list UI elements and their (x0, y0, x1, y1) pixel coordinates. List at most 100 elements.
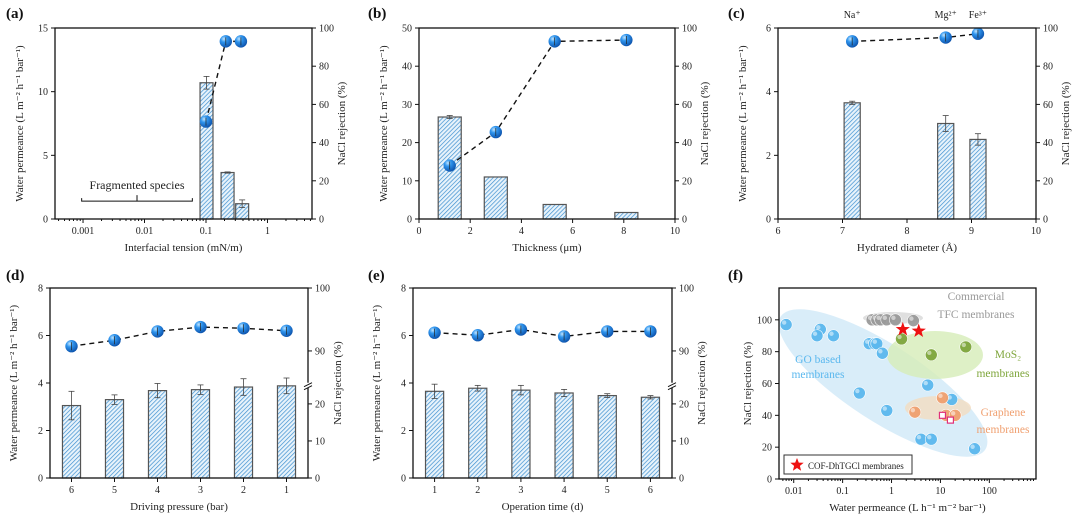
scatter-point-highlight (891, 315, 896, 321)
y2-tick-label: 0 (319, 215, 324, 226)
y2-tick-label: 40 (1043, 138, 1053, 149)
group-label: Graphene (981, 407, 1026, 419)
y-tick-label: 20 (402, 138, 412, 149)
y-tick-label: 100 (757, 315, 772, 326)
x-tick-label: 8 (905, 226, 910, 237)
scatter-point-highlight (882, 315, 887, 321)
scatter-point (810, 329, 824, 343)
x-tick-label: 1 (265, 226, 270, 237)
y-tick-label: 4 (401, 379, 406, 390)
x-tick-label: 0.1 (200, 226, 213, 237)
scatter-point-highlight (927, 350, 932, 356)
axis-break-mark (667, 382, 677, 388)
y2-tick-label: 80 (1043, 62, 1053, 73)
legend-star-icon (790, 458, 804, 471)
x-tick-label: 6 (776, 226, 781, 237)
x-tick-label: 7 (840, 226, 845, 237)
scatter-point (936, 391, 949, 405)
x-tick-label: 10 (670, 226, 680, 237)
y-tick-label: 4 (38, 379, 43, 390)
axis-break-mark (303, 385, 313, 391)
y-axis-label: Water permeance (L m⁻² h⁻¹ bar⁻¹) (371, 304, 383, 461)
axis-break-mark (667, 385, 677, 391)
y-axis-label: Water permeance (L m⁻² h⁻¹ bar⁻¹) (737, 45, 749, 202)
y2-tick-label: 100 (315, 284, 330, 295)
y2-tick-label: 40 (319, 138, 329, 149)
open-marker (938, 411, 947, 419)
x-tick-label: 1 (284, 485, 289, 496)
scatter-point-highlight (910, 407, 916, 413)
scatter-point-highlight (909, 316, 914, 321)
group-label: membranes (976, 424, 1030, 436)
bar (554, 392, 574, 479)
x-tick-label: 0.01 (136, 226, 154, 237)
y-tick-label: 0 (43, 215, 48, 226)
y2-tick-label: 10 (315, 436, 325, 447)
annotation-text: Fragmented species (90, 178, 185, 192)
x-tick-label: 0.001 (72, 226, 95, 237)
y2-tick-label: 20 (682, 176, 692, 187)
y2-tick-label: 20 (679, 399, 689, 410)
group-label: TFC membranes (938, 309, 1015, 321)
x-tick-label: 3 (518, 485, 523, 496)
x-tick-label: 0.01 (785, 486, 803, 497)
y-tick-label: 8 (401, 284, 406, 295)
panel-letter: (c) (728, 6, 745, 22)
scatter-point (853, 386, 866, 400)
bar (276, 385, 297, 479)
open-marker (946, 416, 955, 424)
scatter-point (907, 314, 920, 327)
y-tick-label: 30 (402, 100, 412, 111)
bar (468, 387, 488, 479)
y2-tick-label: 100 (682, 24, 697, 35)
y-axis-label: Water permeance (L m⁻² h⁻¹ bar⁻¹) (378, 45, 390, 202)
panel-letter: (a) (6, 6, 24, 22)
y-tick-label: 0 (766, 215, 771, 226)
bar (843, 102, 861, 220)
y-tick-label: 15 (38, 24, 48, 35)
x-tick-label: 6 (570, 226, 575, 237)
y2-tick-label: 20 (315, 399, 325, 410)
x-tick-label: 8 (621, 226, 626, 237)
scatter-point (921, 378, 935, 392)
y2-tick-label: 40 (682, 138, 692, 149)
scatter-point-highlight (897, 334, 902, 340)
y-tick-label: 80 (762, 347, 772, 358)
star-marker (911, 323, 926, 337)
bar (104, 399, 125, 479)
y2-tick-label: 100 (1043, 24, 1058, 35)
x-tick-label: 2 (468, 226, 473, 237)
y2-tick-label: 0 (682, 215, 687, 226)
y2-tick-label: 80 (682, 62, 692, 73)
bar (640, 396, 661, 479)
scatter-point (924, 348, 938, 362)
x-axis-label: Hydrated diameter (Å) (857, 242, 958, 254)
y-tick-label: 5 (43, 151, 48, 162)
y-tick-label: 60 (762, 379, 772, 390)
bar (597, 394, 617, 479)
legend-box (783, 454, 913, 475)
rejection-line (449, 39, 627, 167)
scatter-point-highlight (970, 444, 975, 449)
x-tick-label: 6 (648, 485, 653, 496)
plot-frame (54, 27, 313, 220)
x-tick-label: 100 (982, 486, 997, 497)
rejection-line (852, 33, 979, 43)
x-tick-label: 0.1 (836, 486, 849, 497)
y-tick-label: 40 (762, 411, 772, 422)
y-tick-label: 6 (766, 24, 771, 35)
y2-tick-label: 20 (1043, 176, 1053, 187)
scatter-point (779, 318, 793, 331)
scatter-point-highlight (865, 339, 870, 344)
scatter-point-highlight (916, 435, 922, 440)
x-axis-label: Operation time (d) (502, 501, 584, 513)
bar (937, 122, 955, 220)
group-label: membranes (791, 369, 845, 381)
x-tick-label: 4 (562, 485, 567, 496)
y-tick-label: 8 (38, 284, 43, 295)
bar (424, 390, 445, 479)
y-tick-label: 10 (38, 87, 48, 98)
y-tick-label: 0 (407, 215, 412, 226)
axis-break-mark (303, 382, 313, 388)
